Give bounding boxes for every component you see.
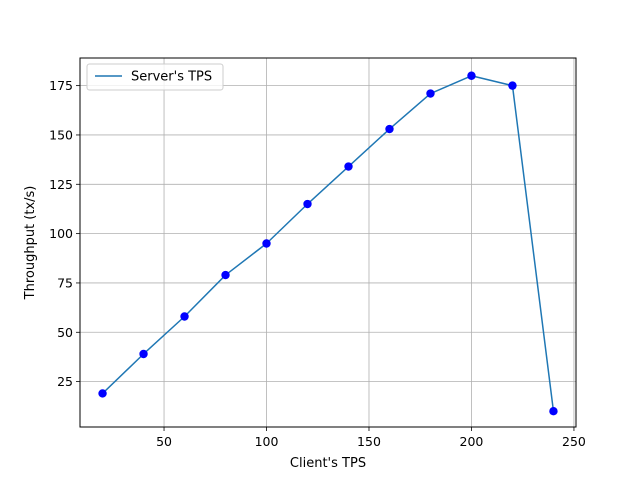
legend-label-servers-tps: Server's TPS — [131, 70, 212, 85]
data-point — [344, 162, 353, 171]
y-tick-label: 75 — [57, 275, 73, 290]
y-tick-label: 50 — [57, 325, 73, 340]
legend-box — [86, 63, 224, 91]
data-point — [139, 349, 148, 359]
x-tick-label: 200 — [460, 434, 484, 449]
data-point — [303, 199, 312, 209]
y-axis-title: Throughput (tx/s) — [23, 186, 38, 301]
x-tick-label: 150 — [357, 434, 381, 449]
series-line-servers-tps — [102, 75, 555, 412]
legend: Server's TPS — [86, 63, 224, 91]
y-tick-label: 150 — [49, 127, 73, 142]
x-axis: 50 100 150 200 250 — [156, 427, 586, 449]
y-axis: 25 50 75 100 125 150 175 — [49, 78, 80, 389]
data-point — [467, 71, 476, 80]
y-tick-label: 125 — [49, 177, 73, 192]
y-tick-label: 25 — [57, 374, 73, 389]
data-point — [426, 89, 435, 98]
x-tick-label: 100 — [255, 434, 279, 449]
data-point — [180, 312, 189, 321]
data-point — [262, 239, 271, 248]
y-tick-label: 175 — [49, 78, 73, 93]
y-tick-label: 100 — [49, 226, 73, 241]
data-point — [221, 270, 230, 280]
x-axis-title: Client's TPS — [290, 456, 366, 471]
x-tick-label: 50 — [156, 434, 172, 449]
series-layer — [98, 71, 558, 416]
x-tick-label: 250 — [562, 434, 586, 449]
data-point — [98, 389, 107, 398]
plot-area-background — [80, 58, 576, 427]
data-point — [549, 407, 558, 416]
data-point — [508, 81, 517, 90]
plot-area-frame — [79, 57, 577, 428]
data-point — [385, 124, 394, 134]
